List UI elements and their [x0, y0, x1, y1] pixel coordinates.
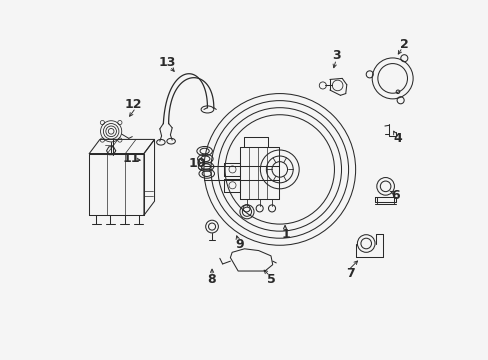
Text: 12: 12 [124, 98, 142, 111]
Text: 11: 11 [122, 152, 140, 165]
Text: 9: 9 [234, 238, 243, 251]
Text: 8: 8 [207, 273, 216, 286]
Text: 10: 10 [188, 157, 206, 170]
Text: 6: 6 [390, 189, 399, 202]
Text: 7: 7 [345, 267, 354, 280]
Text: 5: 5 [267, 273, 276, 286]
Text: 4: 4 [393, 132, 402, 145]
Text: 3: 3 [332, 49, 341, 62]
Text: 2: 2 [399, 38, 407, 51]
Text: 1: 1 [281, 228, 290, 241]
Text: 13: 13 [159, 57, 176, 69]
